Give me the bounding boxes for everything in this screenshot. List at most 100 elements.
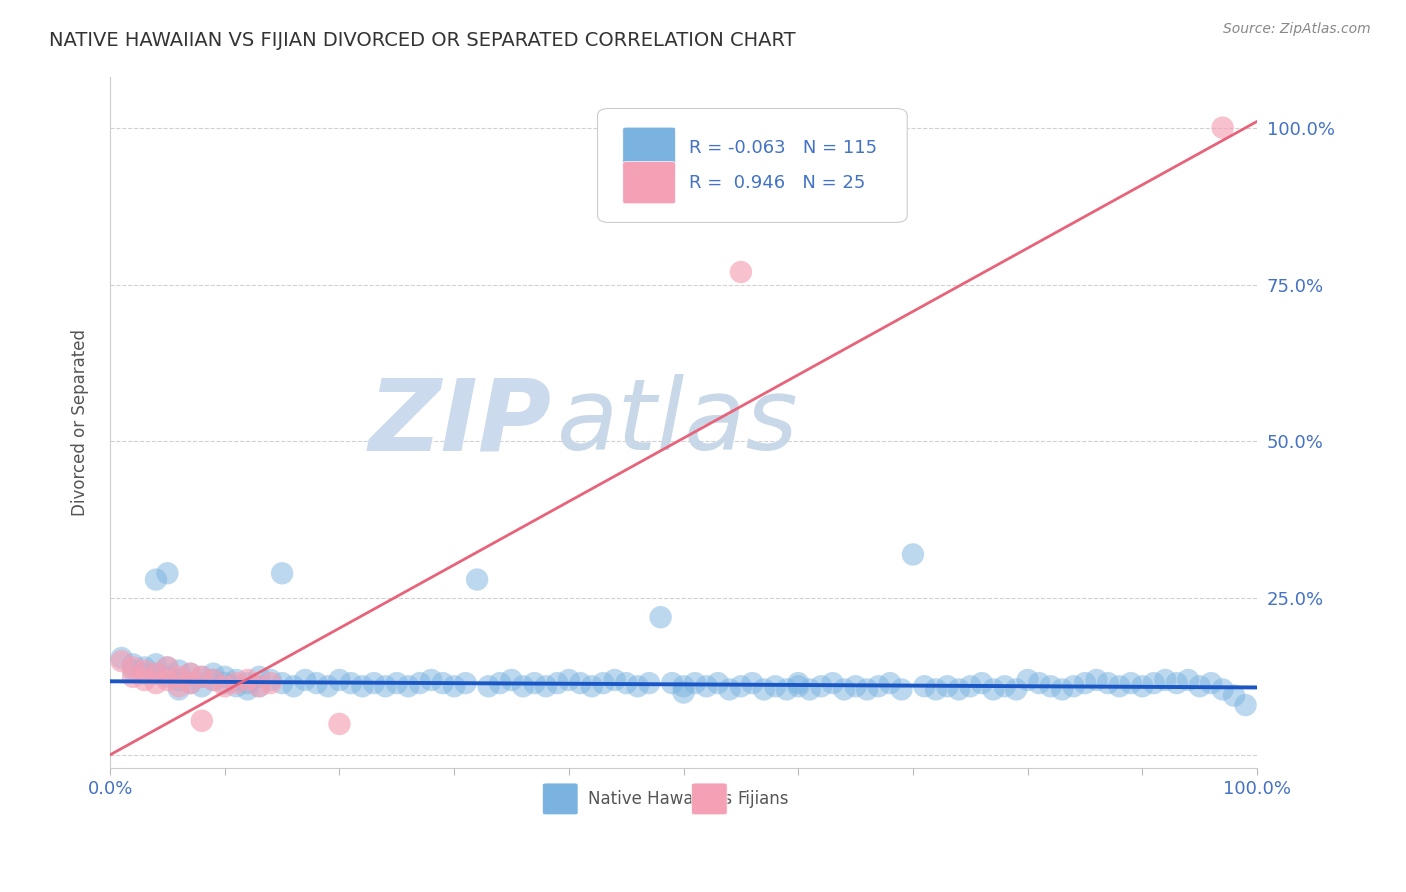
Point (901, 548, 924, 562)
Point (787, 676, 810, 690)
Point (110, 651, 132, 665)
Point (970, 676, 993, 690)
Point (271, 676, 294, 690)
Point (465, 573, 488, 587)
Point (259, 676, 281, 690)
Point (925, 682, 948, 697)
Point (879, 676, 901, 690)
Point (1223, 689, 1246, 703)
Point (799, 682, 821, 697)
Point (283, 679, 305, 693)
Point (202, 673, 225, 687)
Point (122, 664, 145, 678)
Point (259, 673, 281, 687)
Text: atlas: atlas (557, 374, 799, 471)
FancyBboxPatch shape (623, 128, 675, 169)
Point (214, 676, 236, 690)
Point (191, 679, 214, 693)
Point (328, 673, 350, 687)
Point (1063, 679, 1085, 693)
Point (179, 666, 201, 681)
Point (420, 673, 443, 687)
Point (443, 679, 465, 693)
Point (948, 682, 970, 697)
Point (752, 682, 775, 697)
Point (363, 676, 385, 690)
Point (247, 679, 270, 693)
Point (1074, 676, 1097, 690)
Point (179, 676, 201, 690)
Point (1028, 676, 1050, 690)
Point (191, 670, 214, 684)
Point (1119, 676, 1142, 690)
Point (134, 660, 156, 674)
Point (592, 676, 614, 690)
Point (352, 679, 374, 693)
Point (328, 717, 350, 731)
Point (156, 660, 179, 674)
Text: Native Hawaiians: Native Hawaiians (588, 790, 733, 808)
Point (1017, 673, 1039, 687)
Point (730, 265, 752, 279)
Point (523, 676, 546, 690)
Point (936, 679, 959, 693)
Point (156, 673, 179, 687)
Point (683, 676, 706, 690)
Text: NATIVE HAWAIIAN VS FIJIAN DIVORCED OR SEPARATED CORRELATION CHART: NATIVE HAWAIIAN VS FIJIAN DIVORCED OR SE… (49, 31, 796, 50)
Point (718, 682, 741, 697)
Point (1199, 676, 1222, 690)
Point (110, 654, 132, 668)
Point (409, 676, 432, 690)
Text: Fijians: Fijians (738, 790, 789, 808)
Point (603, 673, 626, 687)
Text: Source: ZipAtlas.com: Source: ZipAtlas.com (1223, 22, 1371, 37)
Point (156, 670, 179, 684)
Point (145, 666, 167, 681)
Point (122, 657, 145, 672)
Point (179, 676, 201, 690)
Point (776, 682, 799, 697)
Point (1212, 682, 1234, 697)
Point (489, 676, 512, 690)
Point (122, 660, 145, 674)
Point (134, 666, 156, 681)
Point (134, 664, 156, 678)
Point (638, 676, 661, 690)
Point (294, 673, 316, 687)
Point (454, 676, 477, 690)
Point (145, 573, 167, 587)
Point (581, 679, 603, 693)
Point (167, 682, 190, 697)
Point (122, 670, 145, 684)
Point (225, 679, 247, 693)
Point (845, 679, 868, 693)
Text: ZIP: ZIP (368, 374, 551, 471)
Point (191, 714, 214, 728)
Point (134, 673, 156, 687)
Point (271, 566, 294, 581)
Point (1212, 120, 1234, 135)
Point (1050, 682, 1073, 697)
Point (236, 673, 259, 687)
Point (856, 682, 879, 697)
Point (763, 679, 786, 693)
Point (179, 666, 201, 681)
Point (534, 679, 557, 693)
FancyBboxPatch shape (623, 161, 675, 203)
Point (981, 682, 1004, 697)
Point (432, 676, 454, 690)
Point (167, 670, 190, 684)
Point (546, 676, 568, 690)
Point (167, 664, 190, 678)
Point (959, 679, 981, 693)
Point (730, 679, 752, 693)
Point (202, 673, 225, 687)
Point (707, 676, 730, 690)
Point (512, 679, 534, 693)
Point (214, 679, 236, 693)
Point (1143, 676, 1166, 690)
Point (661, 676, 683, 690)
Point (1154, 673, 1177, 687)
Point (145, 676, 167, 690)
Point (340, 676, 363, 690)
